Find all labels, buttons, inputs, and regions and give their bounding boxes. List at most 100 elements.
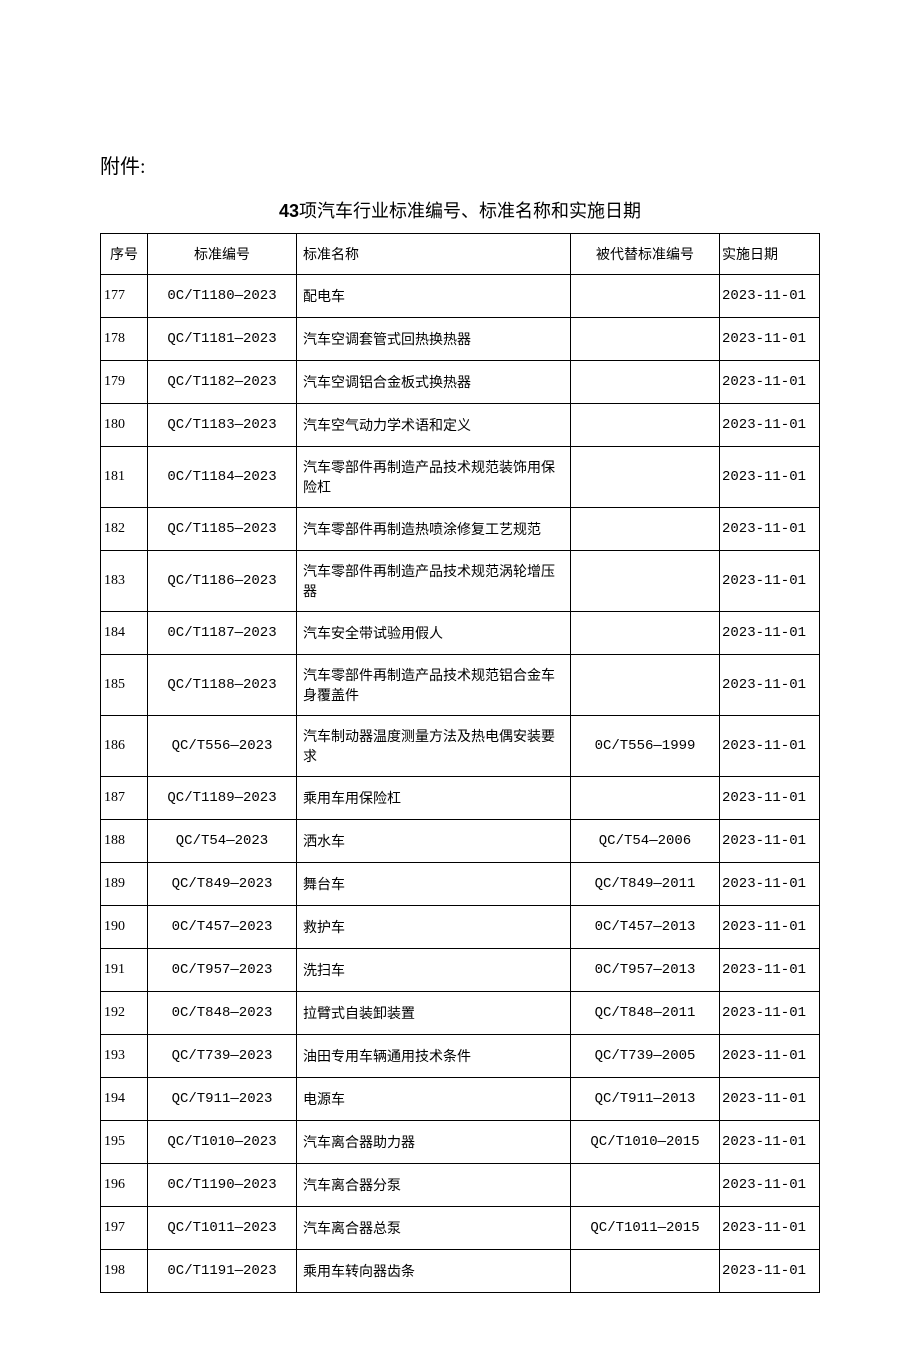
table-cell: 0C/T1191—2023 [148, 1250, 297, 1293]
table-cell: 汽车离合器总泵 [297, 1207, 571, 1250]
table-cell: 配电车 [297, 275, 571, 318]
table-row: 1900C/T457—2023救护车0C/T457—20132023-11-01 [101, 906, 820, 949]
document-page: 附件: 43项汽车行业标准编号、标准名称和实施日期 序号 标准编号 标准名称 被… [0, 0, 920, 1353]
table-cell: 193 [101, 1035, 148, 1078]
table-row: 188QC/T54—2023洒水车QC/T54—20062023-11-01 [101, 820, 820, 863]
table-cell: 2023-11-01 [720, 1250, 820, 1293]
table-cell: QC/T556—2023 [148, 716, 297, 777]
table-cell: 电源车 [297, 1078, 571, 1121]
table-cell [571, 447, 720, 508]
table-row: 197QC/T1011—2023汽车离合器总泵QC/T1011—20152023… [101, 1207, 820, 1250]
table-cell: 救护车 [297, 906, 571, 949]
table-cell: 2023-11-01 [720, 820, 820, 863]
table-cell: 乘用车转向器齿条 [297, 1250, 571, 1293]
table-cell: QC/T1181—2023 [148, 318, 297, 361]
table-cell: 2023-11-01 [720, 1207, 820, 1250]
table-cell: 2023-11-01 [720, 1035, 820, 1078]
table-cell: 汽车离合器助力器 [297, 1121, 571, 1164]
table-cell: 0C/T1187—2023 [148, 612, 297, 655]
table-row: 186QC/T556—2023汽车制动器温度测量方法及热电偶安装要求0C/T55… [101, 716, 820, 777]
table-cell: 汽车离合器分泵 [297, 1164, 571, 1207]
table-cell: 2023-11-01 [720, 612, 820, 655]
table-cell: 177 [101, 275, 148, 318]
table-cell: 185 [101, 655, 148, 716]
table-cell [571, 1164, 720, 1207]
table-cell [571, 655, 720, 716]
table-row: 1920C/T848—2023拉臂式自装卸装置QC/T848—20112023-… [101, 992, 820, 1035]
table-body: 1770C/T1180—2023配电车2023-11-01178QC/T1181… [101, 275, 820, 1293]
table-cell: 197 [101, 1207, 148, 1250]
table-cell: 舞台车 [297, 863, 571, 906]
table-cell: QC/T1189—2023 [148, 777, 297, 820]
table-cell: 2023-11-01 [720, 318, 820, 361]
table-cell: 188 [101, 820, 148, 863]
table-cell: 洗扫车 [297, 949, 571, 992]
table-cell: 0C/T457—2023 [148, 906, 297, 949]
table-row: 178QC/T1181—2023汽车空调套管式回热换热器2023-11-01 [101, 318, 820, 361]
table-cell: QC/T849—2011 [571, 863, 720, 906]
table-cell: QC/T1188—2023 [148, 655, 297, 716]
table-cell: 0C/T556—1999 [571, 716, 720, 777]
table-cell: QC/T1183—2023 [148, 404, 297, 447]
table-cell: 洒水车 [297, 820, 571, 863]
col-header-seq: 序号 [101, 234, 148, 275]
title-text: 项汽车行业标准编号、标准名称和实施日期 [299, 201, 641, 221]
table-cell: QC/T1010—2015 [571, 1121, 720, 1164]
table-cell: QC/T1011—2023 [148, 1207, 297, 1250]
table-cell [571, 777, 720, 820]
table-cell: 2023-11-01 [720, 1121, 820, 1164]
table-cell: 0C/T957—2023 [148, 949, 297, 992]
table-cell: 汽车安全带试验用假人 [297, 612, 571, 655]
table-cell: 2023-11-01 [720, 551, 820, 612]
table-cell: 汽车空气动力学术语和定义 [297, 404, 571, 447]
table-row: 1910C/T957—2023洗扫车0C/T957—20132023-11-01 [101, 949, 820, 992]
table-cell: 189 [101, 863, 148, 906]
table-cell: 190 [101, 906, 148, 949]
table-cell: 183 [101, 551, 148, 612]
table-row: 187QC/T1189—2023乘用车用保险杠 2023-11-01 [101, 777, 820, 820]
col-header-replace: 被代替标准编号 [571, 234, 720, 275]
col-header-date: 实施日期 [720, 234, 820, 275]
standards-table: 序号 标准编号 标准名称 被代替标准编号 实施日期 1770C/T1180—20… [100, 233, 820, 1293]
table-row: 182QC/T1185—2023汽车零部件再制造热喷涂修复工艺规范2023-11… [101, 508, 820, 551]
table-row: 193QC/T739—2023油田专用车辆通用技术条件QC/T739—20052… [101, 1035, 820, 1078]
table-cell: 汽车零部件再制造产品技术规范装饰用保险杠 [297, 447, 571, 508]
table-cell: 乘用车用保险杠 [297, 777, 571, 820]
table-cell: 2023-11-01 [720, 1164, 820, 1207]
table-cell: 187 [101, 777, 148, 820]
table-cell: 2023-11-01 [720, 447, 820, 508]
table-cell: 2023-11-01 [720, 1078, 820, 1121]
table-row: 1810C/T1184—2023汽车零部件再制造产品技术规范装饰用保险杠2023… [101, 447, 820, 508]
table-cell: QC/T848—2011 [571, 992, 720, 1035]
table-cell: 186 [101, 716, 148, 777]
table-cell: 2023-11-01 [720, 949, 820, 992]
table-cell [571, 361, 720, 404]
table-cell [571, 404, 720, 447]
table-cell: 2023-11-01 [720, 863, 820, 906]
table-cell: QC/T54—2023 [148, 820, 297, 863]
table-row: 1770C/T1180—2023配电车2023-11-01 [101, 275, 820, 318]
table-cell: 198 [101, 1250, 148, 1293]
table-row: 183QC/T1186—2023汽车零部件再制造产品技术规范涡轮增压器2023-… [101, 551, 820, 612]
table-cell: 2023-11-01 [720, 361, 820, 404]
table-row: 1840C/T1187—2023汽车安全带试验用假人 2023-11-01 [101, 612, 820, 655]
table-row: 1980C/T1191—2023乘用车转向器齿条 2023-11-01 [101, 1250, 820, 1293]
table-cell: 191 [101, 949, 148, 992]
table-cell: 194 [101, 1078, 148, 1121]
table-cell: 0C/T457—2013 [571, 906, 720, 949]
table-cell: 184 [101, 612, 148, 655]
table-row: 189QC/T849—2023舞台车QC/T849—20112023-11-01 [101, 863, 820, 906]
table-cell: QC/T739—2023 [148, 1035, 297, 1078]
table-cell: QC/T1185—2023 [148, 508, 297, 551]
col-header-code: 标准编号 [148, 234, 297, 275]
table-cell: 179 [101, 361, 148, 404]
table-row: 1960C/T1190—2023汽车离合器分泵2023-11-01 [101, 1164, 820, 1207]
table-cell: 0C/T1190—2023 [148, 1164, 297, 1207]
table-cell: 195 [101, 1121, 148, 1164]
table-header-row: 序号 标准编号 标准名称 被代替标准编号 实施日期 [101, 234, 820, 275]
table-cell: 2023-11-01 [720, 777, 820, 820]
table-cell: QC/T54—2006 [571, 820, 720, 863]
table-cell [571, 1250, 720, 1293]
table-cell: 拉臂式自装卸装置 [297, 992, 571, 1035]
table-cell: 汽车零部件再制造热喷涂修复工艺规范 [297, 508, 571, 551]
